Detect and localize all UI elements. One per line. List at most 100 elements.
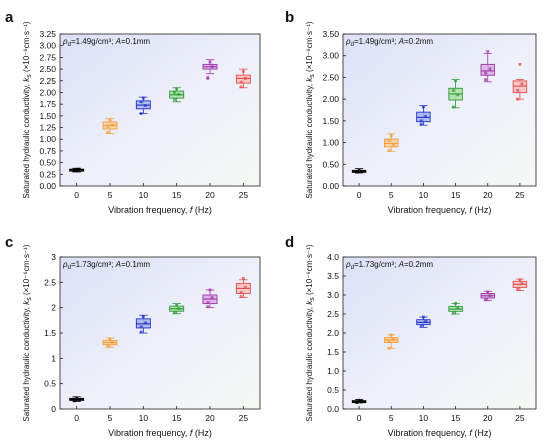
- data-point: [357, 398, 361, 402]
- data-point: [518, 63, 522, 66]
- panel-c: c ρd=1.73g/cm³; A=0.1mm 0 0.5 1 1.5 2 2.5 3 0 5 10 1…: [5, 234, 261, 438]
- y-tick-label: 1.25: [39, 123, 56, 133]
- data-point: [387, 148, 391, 152]
- data-point: [141, 96, 145, 100]
- y-tick-label: 1.5: [327, 347, 339, 357]
- data-point: [108, 119, 112, 122]
- x-tick-label: 25: [239, 190, 249, 200]
- box-5hz: [102, 118, 118, 135]
- y-tick-label: 0.75: [39, 146, 56, 156]
- x-axis: 0 5 10 15 20 25: [357, 183, 525, 200]
- box: [480, 63, 495, 76]
- data-point: [141, 315, 145, 319]
- box-25hz: [512, 63, 528, 101]
- box: [235, 74, 251, 84]
- y-axis-label: Saturated hydraulic conductivity, ks (×1…: [22, 244, 33, 422]
- data-point: [106, 130, 110, 134]
- box-5hz: [384, 333, 399, 350]
- y-tick-label: 3.25: [39, 29, 56, 39]
- x-tick-label: 15: [172, 413, 182, 423]
- box-25hz: [235, 276, 251, 298]
- data-point: [108, 337, 112, 341]
- x-axis-label: Vibration frequency, f (Hz): [108, 428, 212, 438]
- box-0hz: [351, 168, 367, 174]
- condition-label: ρd=1.49g/cm³; A=0.2mm: [345, 37, 433, 48]
- x-tick-label: 10: [419, 413, 429, 423]
- box-25hz: [512, 278, 528, 291]
- y-axis: 0 0.5 1 1.5 2 2.5 3: [44, 252, 63, 414]
- y-tick-label: 0.25: [39, 169, 56, 179]
- data-point: [419, 324, 423, 328]
- x-tick-label: 20: [205, 413, 215, 423]
- box-20hz: [480, 49, 495, 83]
- y-tick-label: 1.00: [322, 138, 339, 148]
- data-point: [73, 399, 76, 403]
- data-point: [244, 286, 247, 289]
- data-point: [239, 85, 243, 89]
- data-point: [239, 80, 243, 84]
- box-20hz: [202, 59, 218, 80]
- y-tick-label: 3: [51, 252, 56, 262]
- y-tick-label: 2.50: [39, 64, 56, 74]
- box-15hz: [448, 301, 463, 315]
- box-5hz: [384, 133, 399, 152]
- panel-b: b ρd=1.49g/cm³; A=0.2mm 0.00 0.50 1.00 1.50 2.…: [285, 9, 537, 215]
- x-tick-label: 10: [419, 190, 429, 200]
- y-tick-label: 2.00: [322, 94, 339, 104]
- y-tick-label: 1.5: [44, 328, 56, 338]
- data-point: [488, 67, 492, 71]
- x-tick-label: 0: [357, 413, 362, 423]
- box-10hz: [135, 96, 151, 115]
- data-point: [357, 168, 361, 172]
- x-tick-label: 20: [483, 413, 493, 423]
- data-point: [75, 396, 79, 400]
- data-point: [419, 122, 423, 126]
- x-axis-label: Vibration frequency, f (Hz): [108, 205, 212, 215]
- y-axis-label: Saturated hydraulic conductivity, ks (×1…: [22, 21, 33, 199]
- box-10hz: [416, 105, 431, 126]
- y-tick-label: 3.00: [322, 51, 339, 61]
- data-point: [355, 170, 359, 174]
- y-tick-label: 3.0: [327, 290, 339, 300]
- data-point: [73, 168, 76, 172]
- y-tick-label: 1.00: [39, 134, 56, 144]
- y-tick-label: 2.00: [39, 87, 56, 97]
- panel-d: d ρd=1.73g/cm³; A=0.2mm 0.0 0.5 1.0 1.5 2.0 2.5…: [285, 234, 537, 438]
- x-axis: 0 5 10 15 20 25: [357, 406, 525, 423]
- data-point: [520, 82, 524, 86]
- data-point: [139, 330, 143, 334]
- condition-label: ρd=1.49g/cm³; A=0.1mm: [62, 37, 150, 48]
- box-0hz: [69, 396, 85, 403]
- x-tick-label: 5: [108, 413, 113, 423]
- data-point: [359, 400, 363, 403]
- x-tick-label: 0: [74, 413, 79, 423]
- data-point: [106, 344, 110, 348]
- data-point: [456, 306, 460, 310]
- y-tick-label: 0.00: [322, 181, 339, 191]
- data-point: [355, 401, 359, 404]
- y-tick-label: 0.5: [327, 385, 339, 395]
- y-tick-label: 3.00: [39, 41, 56, 51]
- y-axis: 0.00 0.250.50 0.75 1.001.25 1.50 1.75 2.002.25…: [39, 29, 63, 191]
- box-10hz: [135, 314, 151, 334]
- condition-label: ρd=1.73g/cm³; A=0.1mm: [62, 260, 150, 271]
- data-point: [173, 311, 176, 315]
- data-point: [389, 333, 393, 337]
- plot-background: [343, 34, 536, 186]
- x-axis: 0 5 10 15 20 25: [74, 406, 248, 423]
- y-axis: 0.00 0.50 1.00 1.50 2.00 2.50 3.00 3.50: [322, 29, 346, 191]
- y-tick-label: 0.0: [327, 404, 339, 414]
- box-5hz: [102, 337, 118, 348]
- y-tick-label: 4.0: [327, 252, 339, 262]
- y-tick-label: 0.5: [44, 379, 56, 389]
- box: [512, 80, 528, 94]
- x-tick-label: 20: [205, 190, 215, 200]
- data-point: [518, 278, 522, 282]
- data-point: [456, 93, 460, 97]
- y-tick-label: 2.50: [322, 72, 339, 82]
- x-tick-label: 10: [139, 413, 149, 423]
- y-axis-label: Saturated hydraulic conductivity, ks (×1…: [305, 21, 316, 199]
- data-point: [387, 139, 391, 142]
- y-tick-label: 2.5: [327, 309, 339, 319]
